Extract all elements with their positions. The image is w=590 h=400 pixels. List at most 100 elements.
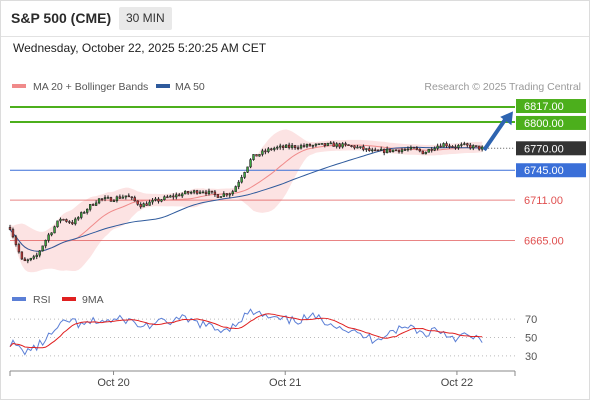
candle-up	[86, 208, 89, 213]
candle-up	[284, 144, 288, 148]
candle-down	[397, 149, 401, 153]
candle-up	[201, 191, 205, 194]
candle-up	[228, 193, 231, 196]
candle-down	[20, 251, 24, 260]
candle-up	[317, 143, 321, 146]
candle-up	[151, 199, 154, 203]
candle-down	[213, 191, 217, 195]
rsi-panel: 70 50 30	[9, 308, 537, 363]
candle-up	[365, 148, 368, 150]
level-label: 6770.00	[524, 143, 564, 155]
candle-up	[184, 191, 187, 195]
candle-down	[308, 143, 312, 147]
candle-up	[273, 147, 276, 150]
candle-up	[38, 250, 41, 256]
rsi-legend-label: RSI	[33, 294, 51, 306]
level-label-bg	[516, 99, 586, 114]
candle-up	[35, 254, 38, 258]
candle-up	[50, 232, 53, 236]
candle-up	[409, 146, 413, 150]
level-label: 6817.00	[524, 101, 564, 113]
candle-down	[302, 145, 306, 147]
level-label: 6711.00	[524, 195, 563, 207]
timeframe-badge[interactable]: 30 MIN	[119, 7, 172, 30]
candle-down	[350, 145, 353, 147]
x-axis: Oct 20 Oct 21 Oct 22	[9, 370, 516, 389]
candle-up	[276, 146, 279, 149]
candle-down	[157, 198, 160, 202]
candle-up	[237, 181, 240, 187]
candle-down	[374, 149, 377, 152]
candle-up	[222, 193, 226, 197]
candle-down	[186, 191, 190, 194]
candle-up	[403, 149, 407, 151]
candle-down	[362, 146, 365, 150]
candle-up	[341, 143, 344, 148]
ma20-legend-swatch	[12, 84, 26, 88]
chart-datetime: Wednesday, October 22, 2025 5:20:25 AM C…	[13, 41, 267, 55]
candle-up	[103, 197, 107, 200]
candle-up	[94, 202, 98, 206]
bollinger-bands	[10, 129, 483, 273]
candles	[8, 141, 484, 264]
rsi-ma-line	[9, 313, 483, 349]
candle-down	[451, 146, 454, 148]
rsi-tick-label: 30	[525, 351, 537, 363]
candle-up	[279, 145, 282, 148]
candle-up	[231, 191, 234, 195]
candle-down	[332, 142, 335, 147]
ma50-legend-label: MA 50	[175, 81, 205, 93]
candle-up	[261, 150, 264, 155]
candle-up	[207, 190, 211, 195]
candle-up	[335, 143, 338, 147]
candle-down	[23, 258, 27, 262]
candle-down	[418, 148, 421, 152]
candle-up	[181, 193, 184, 197]
candle-up	[189, 191, 193, 194]
price-levels	[10, 106, 515, 241]
main-legend: MA 20 + Bollinger Bands MA 50 Research ©…	[12, 81, 581, 93]
candle-down	[127, 195, 130, 198]
candle-down	[65, 219, 68, 222]
candle-down	[368, 148, 371, 151]
candle-up	[163, 196, 166, 200]
candle-up	[29, 257, 32, 261]
candle-up	[433, 148, 436, 151]
candle-down	[264, 150, 267, 153]
candle-up	[427, 148, 430, 153]
level-labels: 6817.00 6800.00 6770.00 6745.00 6711.00 6665.…	[516, 99, 586, 247]
candle-down	[17, 244, 21, 253]
rsi-line	[9, 308, 483, 356]
candle-up	[329, 142, 332, 145]
rsi-tick-label: 50	[525, 333, 537, 345]
candle-up	[47, 234, 50, 241]
candle-up	[243, 171, 246, 178]
candle-up	[258, 154, 261, 157]
candle-down	[323, 143, 326, 146]
candle-up	[53, 226, 56, 234]
candle-down	[439, 145, 442, 148]
candle-up	[436, 145, 439, 149]
candle-up	[124, 195, 128, 198]
candle-down	[287, 144, 291, 148]
candle-up	[299, 145, 303, 149]
candle-down	[225, 193, 228, 196]
candle-down	[270, 148, 273, 151]
candle-down	[136, 200, 139, 205]
forecast-arrow-shaft	[482, 114, 510, 152]
rsi-legend-swatch	[12, 297, 26, 301]
candle-up	[97, 198, 101, 204]
candle-down	[255, 154, 258, 157]
rsi-tick-label: 70	[525, 314, 537, 326]
candle-up	[198, 191, 202, 194]
candle-down	[412, 146, 416, 149]
candle-up	[326, 142, 329, 146]
candle-down	[353, 145, 356, 149]
candle-up	[356, 146, 359, 149]
x-tick-label: Oct 22	[441, 377, 473, 389]
candle-down	[448, 145, 451, 148]
level-label: 6745.00	[524, 165, 564, 177]
candle-up	[56, 220, 59, 228]
candle-up	[80, 212, 83, 218]
